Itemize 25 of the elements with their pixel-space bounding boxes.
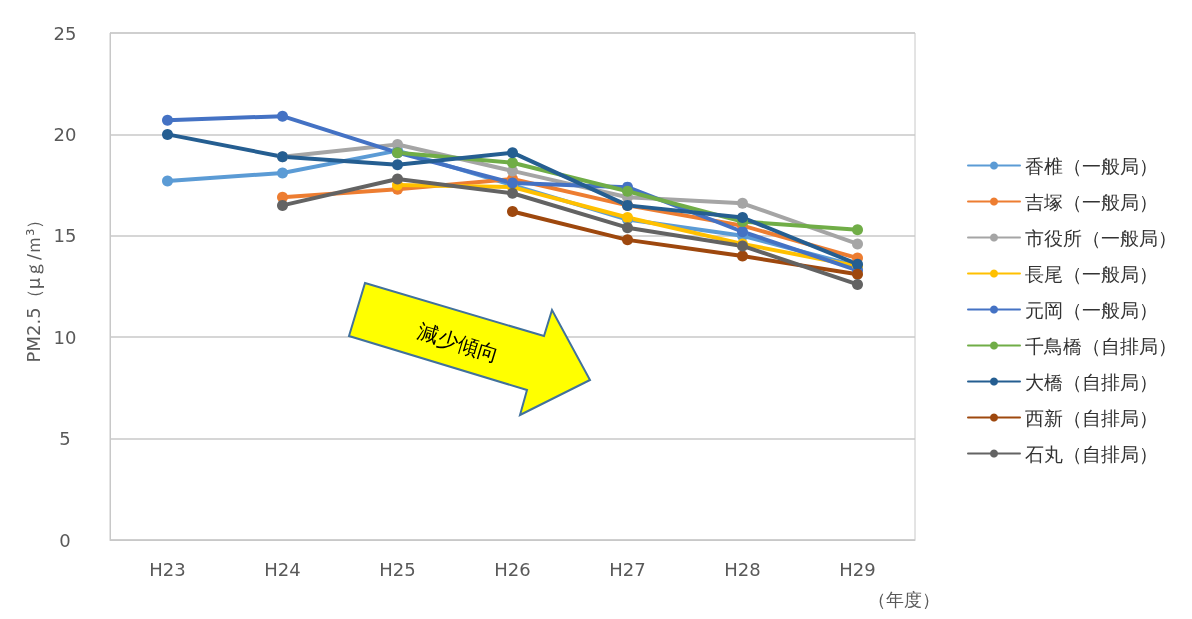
legend-label: 西新（自排局） bbox=[1025, 406, 1158, 429]
annotation: 減少傾向 bbox=[414, 319, 502, 367]
y-tick-label: 15 bbox=[53, 225, 77, 247]
legend-label: 石丸（自排局） bbox=[1025, 442, 1158, 465]
y-tick-label: 0 bbox=[59, 529, 71, 551]
legend-label: 元岡（一般局） bbox=[1025, 298, 1158, 321]
x-tick-label: H25 bbox=[379, 558, 416, 580]
y-tick-label: 10 bbox=[53, 326, 77, 348]
x-tick-label: H28 bbox=[724, 558, 761, 580]
legend-label: 大橋（自排局） bbox=[1025, 370, 1158, 393]
legend-label: 千鳥橋（自排局） bbox=[1025, 334, 1177, 357]
legend-label: 吉塚（一般局） bbox=[1025, 190, 1158, 213]
y-tick-label: 25 bbox=[53, 22, 77, 44]
x-axis-title: （年度） bbox=[868, 588, 940, 610]
x-tick-label: H29 bbox=[839, 558, 876, 580]
x-tick-label: H23 bbox=[149, 558, 186, 580]
legend-label: 市役所（一般局） bbox=[1025, 226, 1177, 249]
y-tick-label: 5 bbox=[59, 428, 71, 450]
legend-label: 香椎（一般局） bbox=[1025, 154, 1158, 177]
y-tick-label: 20 bbox=[53, 123, 77, 145]
x-tick-label: H27 bbox=[609, 558, 646, 580]
legend-label: 長尾（一般局） bbox=[1025, 262, 1158, 285]
y-axis-title: PM2.5（μｇ/ｍ³） bbox=[22, 210, 44, 363]
x-tick-label: H26 bbox=[494, 558, 531, 580]
x-tick-label: H24 bbox=[264, 558, 301, 580]
